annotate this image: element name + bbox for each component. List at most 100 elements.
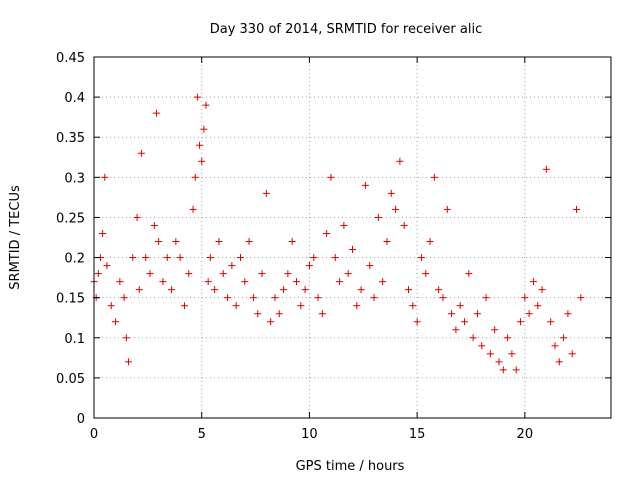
data-point: [353, 302, 361, 310]
data-point: [305, 262, 313, 270]
data-point: [555, 358, 563, 366]
data-point: [331, 254, 339, 262]
data-point: [280, 286, 288, 294]
plot-frame: [93, 56, 612, 419]
data-point: [112, 318, 120, 326]
x-tick-label: 0: [90, 427, 98, 442]
data-point: [163, 254, 171, 262]
data-point: [426, 238, 434, 246]
data-point: [413, 318, 421, 326]
data-point: [107, 302, 115, 310]
data-point: [232, 302, 240, 310]
y-tick-label: 0: [77, 412, 85, 427]
y-axis-label: SRMTID / TECUs: [8, 185, 23, 290]
data-point: [361, 181, 369, 189]
data-point: [124, 358, 132, 366]
data-point: [357, 286, 365, 294]
data-point: [146, 270, 154, 278]
data-point: [198, 157, 206, 165]
data-point: [137, 149, 145, 157]
y-tick-label: 0.2: [64, 252, 85, 267]
data-point: [443, 205, 451, 213]
data-point: [422, 270, 430, 278]
y-tick-label: 0.35: [56, 131, 85, 146]
data-point: [284, 270, 292, 278]
data-point: [439, 294, 447, 302]
data-point: [512, 366, 520, 374]
y-tick-label: 0.3: [64, 171, 85, 186]
data-point: [245, 238, 253, 246]
data-point: [258, 270, 266, 278]
data-point: [267, 318, 275, 326]
data-point: [366, 262, 374, 270]
data-point: [392, 205, 400, 213]
data-point: [564, 310, 572, 318]
data-point: [159, 278, 167, 286]
data-point: [262, 189, 270, 197]
data-point: [193, 93, 201, 101]
x-tick-label: 15: [409, 427, 426, 442]
data-point: [120, 294, 128, 302]
data-point: [504, 334, 512, 342]
data-point: [465, 270, 473, 278]
x-tick-label: 10: [301, 427, 318, 442]
data-point: [314, 294, 322, 302]
data-point: [400, 221, 408, 229]
data-point: [211, 286, 219, 294]
data-point: [101, 173, 109, 181]
data-point: [155, 238, 163, 246]
y-tick-label: 0.4: [64, 91, 85, 106]
y-tick-label: 0.05: [56, 372, 85, 387]
data-point: [577, 294, 585, 302]
data-point: [435, 286, 443, 294]
data-point: [521, 294, 529, 302]
data-point: [241, 278, 249, 286]
data-point: [551, 342, 559, 350]
data-point: [172, 238, 180, 246]
data-point: [499, 366, 507, 374]
data-points: [90, 93, 585, 374]
chart-title: Day 330 of 2014, SRMTID for receiver ali…: [210, 22, 483, 37]
y-tick-label: 0.1: [64, 332, 85, 347]
data-point: [323, 229, 331, 237]
data-point: [370, 294, 378, 302]
data-point: [219, 270, 227, 278]
data-point: [340, 221, 348, 229]
data-point: [288, 238, 296, 246]
data-point: [204, 278, 212, 286]
data-point: [189, 205, 197, 213]
data-point: [560, 334, 568, 342]
data-point: [133, 213, 141, 221]
data-point: [417, 254, 425, 262]
data-point: [396, 157, 404, 165]
y-tick-label: 0.15: [56, 292, 85, 307]
data-point: [150, 221, 158, 229]
data-point: [349, 246, 356, 254]
data-point: [116, 278, 124, 286]
data-point: [180, 302, 188, 310]
data-point: [327, 173, 335, 181]
data-point: [547, 318, 555, 326]
data-point: [387, 189, 395, 197]
data-point: [185, 270, 193, 278]
data-point: [200, 125, 208, 133]
data-point: [292, 278, 300, 286]
data-point: [409, 302, 417, 310]
data-point: [94, 270, 102, 278]
data-point: [542, 165, 550, 173]
data-point: [301, 286, 309, 294]
data-point: [538, 286, 546, 294]
data-point: [534, 302, 542, 310]
data-point: [271, 294, 279, 302]
data-point: [478, 342, 486, 350]
data-point: [486, 350, 494, 358]
data-point: [202, 101, 210, 109]
data-point: [135, 286, 143, 294]
x-tick-label: 5: [198, 427, 206, 442]
data-point: [461, 318, 469, 326]
x-tick-label: 20: [517, 427, 534, 442]
data-point: [297, 302, 305, 310]
data-point: [482, 294, 490, 302]
data-point: [491, 326, 499, 334]
